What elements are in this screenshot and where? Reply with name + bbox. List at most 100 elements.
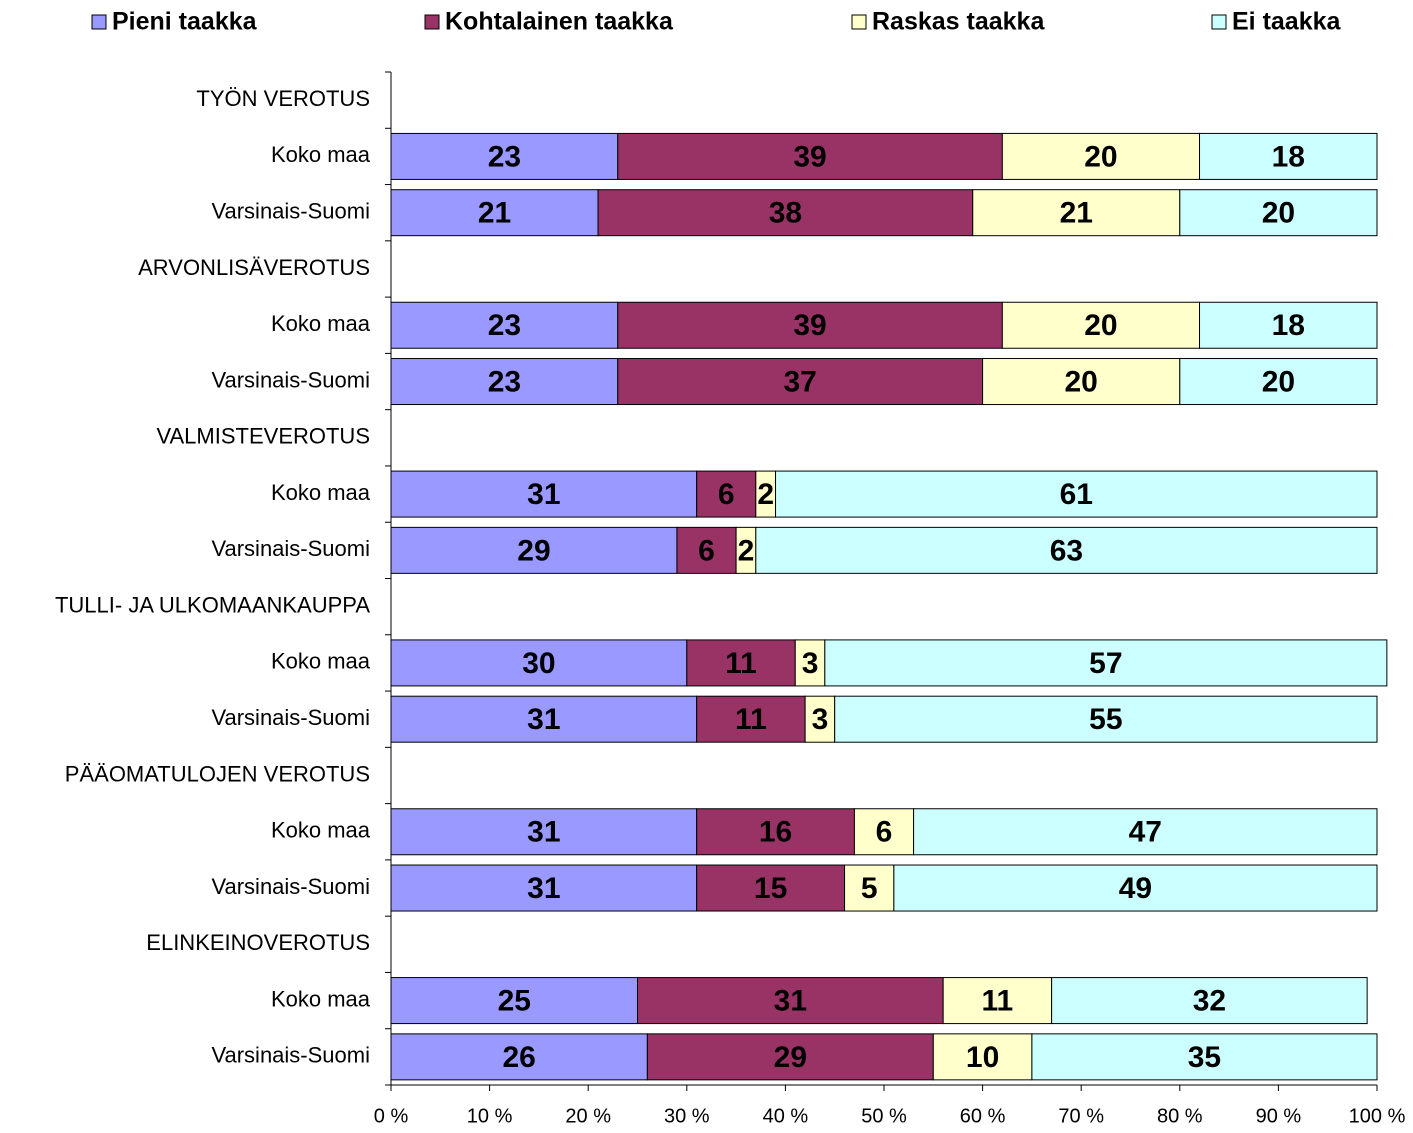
bar-segment — [1179, 358, 1378, 406]
value-label: 37 — [784, 365, 817, 398]
value-label: 16 — [759, 816, 792, 849]
category-label: Koko maa — [271, 311, 371, 336]
value-label: 18 — [1272, 309, 1305, 342]
category-label: Varsinais-Suomi — [211, 705, 370, 730]
category-label: Varsinais-Suomi — [211, 1043, 370, 1068]
bar-segment — [390, 189, 599, 237]
value-label: 30 — [522, 647, 555, 680]
category-label: PÄÄOMATULOJEN VEROTUS — [65, 761, 370, 786]
bar-segment — [893, 864, 1378, 912]
value-label: 21 — [1060, 197, 1093, 230]
value-label: 2 — [757, 478, 774, 511]
category-label: ELINKEINOVEROTUS — [146, 930, 370, 955]
category-label: Varsinais-Suomi — [211, 536, 370, 561]
bar-segment — [696, 864, 846, 912]
value-label: 61 — [1060, 478, 1093, 511]
legend-label: Raskas taakka — [872, 8, 1045, 36]
category-label: Koko maa — [271, 986, 371, 1011]
bar-segment — [1051, 977, 1368, 1025]
category-label: Koko maa — [271, 818, 371, 843]
x-tick-label: 90 % — [1256, 1105, 1302, 1127]
bar-segment — [794, 639, 826, 687]
value-label: 3 — [802, 647, 819, 680]
value-label: 39 — [793, 309, 826, 342]
bar-segment — [696, 808, 855, 856]
value-label: 20 — [1262, 197, 1295, 230]
legend-label: Pieni taakka — [112, 8, 258, 36]
category-label: TULLI- JA ULKOMAANKAUPPA — [55, 592, 370, 617]
value-label: 18 — [1272, 140, 1305, 173]
bar-segment — [390, 864, 698, 912]
x-tick-label: 10 % — [467, 1105, 513, 1127]
category-label: Koko maa — [271, 480, 371, 505]
value-label: 29 — [774, 1041, 807, 1074]
value-label: 31 — [527, 816, 560, 849]
value-label: 3 — [812, 703, 829, 736]
value-label: 35 — [1188, 1041, 1221, 1074]
value-label: 23 — [488, 365, 521, 398]
bar-segment — [1199, 301, 1378, 349]
bar-segment — [390, 639, 688, 687]
category-label: Varsinais-Suomi — [211, 874, 370, 899]
x-tick-label: 40 % — [763, 1105, 809, 1127]
value-label: 23 — [488, 309, 521, 342]
value-label: 20 — [1084, 309, 1117, 342]
value-label: 38 — [769, 197, 802, 230]
bar-segment — [390, 132, 619, 180]
x-tick-label: 80 % — [1157, 1105, 1203, 1127]
category-label: Varsinais-Suomi — [211, 199, 370, 224]
value-label: 25 — [498, 985, 531, 1018]
value-label: 11 — [982, 985, 1014, 1018]
bar-segment — [804, 695, 836, 743]
bar-segment — [972, 189, 1181, 237]
bar-segment — [755, 526, 1378, 574]
category-label: Koko maa — [271, 649, 371, 674]
bar-segment — [676, 526, 737, 574]
legend-swatch — [1211, 14, 1227, 30]
value-label: 29 — [517, 534, 550, 567]
bar-segment — [390, 977, 638, 1025]
x-tick-label: 60 % — [960, 1105, 1006, 1127]
bar-segment — [617, 132, 1003, 180]
x-tick-label: 30 % — [664, 1105, 710, 1127]
x-tick-label: 0 % — [374, 1105, 409, 1127]
value-label: 39 — [793, 140, 826, 173]
bar-segment — [824, 639, 1388, 687]
value-label: 11 — [725, 647, 757, 680]
category-label: ARVONLISÄVEROTUS — [138, 255, 370, 280]
bar-segment — [1001, 132, 1201, 180]
bar-segment — [390, 526, 678, 574]
value-label: 31 — [527, 872, 560, 905]
legend-swatch — [91, 14, 107, 30]
value-label: 49 — [1119, 872, 1152, 905]
legend-swatch — [424, 14, 440, 30]
x-tick-label: 20 % — [565, 1105, 611, 1127]
value-label: 26 — [502, 1041, 535, 1074]
bar-segment — [982, 358, 1181, 406]
value-label: 21 — [478, 197, 511, 230]
category-label: Varsinais-Suomi — [211, 367, 370, 392]
value-label: 11 — [735, 703, 767, 736]
bar-segment — [1031, 1033, 1378, 1081]
bar-segment — [834, 695, 1378, 743]
value-label: 47 — [1129, 816, 1162, 849]
category-label: Koko maa — [271, 142, 371, 167]
value-label: 31 — [774, 985, 807, 1018]
value-label: 31 — [527, 478, 560, 511]
value-label: 20 — [1262, 365, 1295, 398]
x-tick-label: 50 % — [861, 1105, 907, 1127]
bar-segment — [696, 470, 757, 518]
value-label: 15 — [754, 872, 787, 905]
category-label: TYÖN VEROTUS — [196, 86, 370, 111]
bar-segment — [913, 808, 1378, 856]
value-label: 23 — [488, 140, 521, 173]
bar-segment — [637, 977, 944, 1025]
bar-segment — [390, 808, 698, 856]
bar-segment — [775, 470, 1378, 518]
value-label: 6 — [876, 816, 893, 849]
legend-label: Kohtalainen taakka — [445, 8, 674, 36]
bar-segment — [390, 695, 698, 743]
value-label: 6 — [698, 534, 715, 567]
bar-segment — [1179, 189, 1378, 237]
